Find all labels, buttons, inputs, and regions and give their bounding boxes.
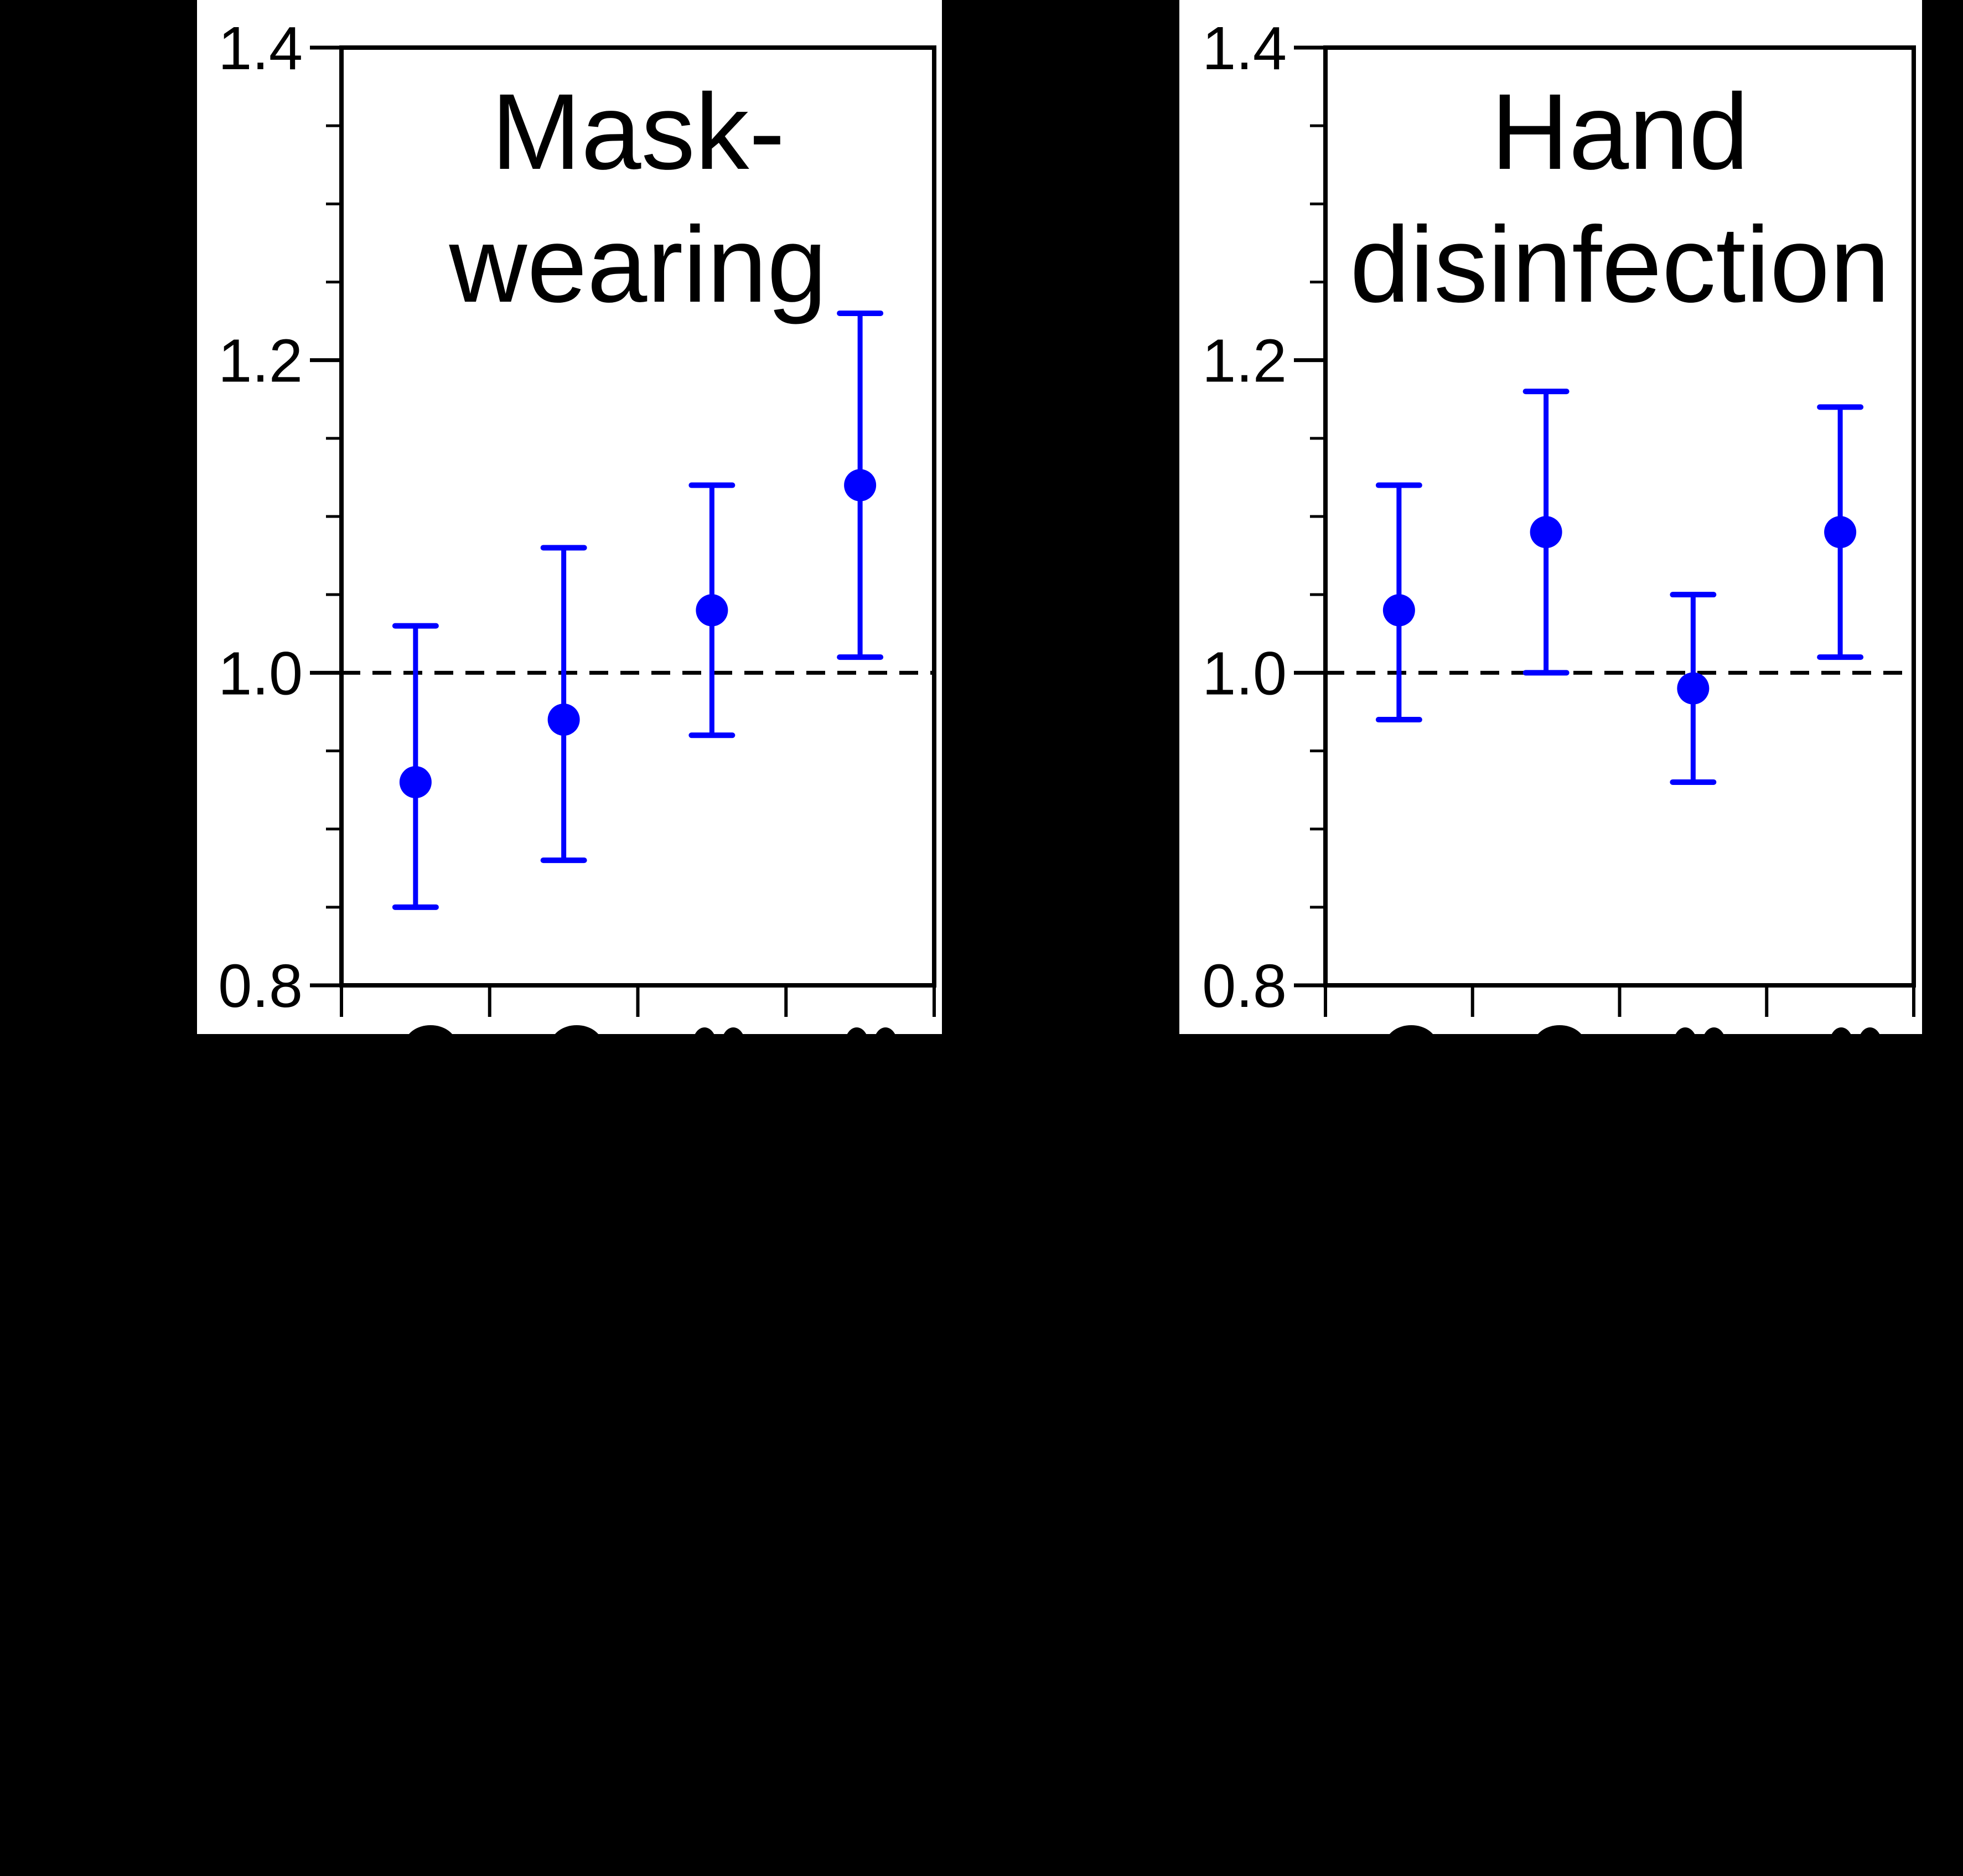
data-point-marker — [1824, 516, 1857, 549]
mask-wearing-errorbar-chart: 0.8 1.0 1.2 1.4 — [218, 14, 936, 1034]
y-axis-tick-label: 1.4 — [218, 14, 303, 82]
hand-disinfection-errorbar-chart: 0.8 1.0 1.2 1.4 — [1202, 14, 1916, 1034]
data-point-marker — [399, 766, 432, 798]
plot-frame — [1323, 45, 1916, 988]
data-point-marker — [696, 594, 728, 627]
y-axis-tick-label: 0.8 — [218, 952, 303, 1020]
hand-disinfection-panel: 0.8 1.0 1.2 1.4 Hand disinfection — [1179, 0, 1922, 1034]
y-axis-tick-label: 1.0 — [218, 639, 303, 707]
y-axis-tick-label: 1.2 — [218, 327, 303, 395]
clipped-x-label-fragment — [1831, 1027, 1851, 1034]
clipped-x-label-fragment — [876, 1027, 895, 1034]
panel-title-line: wearing — [449, 204, 827, 325]
mask-wearing-panel: 0.8 1.0 1.2 1.4 Mask- wearing — [197, 0, 942, 1034]
data-point-marker — [1382, 594, 1415, 627]
panel-title-line: Hand — [1490, 71, 1749, 192]
data-point-marker — [1530, 516, 1562, 549]
panel-title: Hand disinfection — [1350, 65, 1890, 331]
plot-frame — [339, 45, 936, 988]
clipped-x-label-fragment — [1704, 1027, 1724, 1034]
y-axis-tick-label: 1.0 — [1202, 639, 1287, 707]
panel-title-line: disinfection — [1350, 204, 1890, 325]
data-point-marker — [1677, 672, 1710, 705]
y-axis-tick-label: 1.4 — [1202, 14, 1287, 82]
data-point-marker — [547, 704, 580, 736]
clipped-x-label-fragment — [695, 1027, 714, 1034]
clipped-x-label-fragment — [723, 1027, 743, 1034]
panel-title: Mask- wearing — [449, 65, 827, 331]
y-axis-tick-label: 1.2 — [1202, 327, 1287, 395]
clipped-x-label-fragment — [408, 1025, 453, 1034]
clipped-x-label-fragment — [555, 1025, 599, 1034]
clipped-x-label-fragment — [1389, 1025, 1433, 1034]
clipped-x-label-fragment — [1537, 1025, 1582, 1034]
clipped-x-label-fragment — [1675, 1027, 1695, 1034]
clipped-x-label-fragment — [847, 1027, 867, 1034]
clipped-x-label-fragment — [1860, 1027, 1880, 1034]
y-axis-tick-label: 0.8 — [1202, 952, 1287, 1020]
data-point-marker — [844, 469, 877, 502]
panel-title-line: Mask- — [491, 71, 785, 192]
